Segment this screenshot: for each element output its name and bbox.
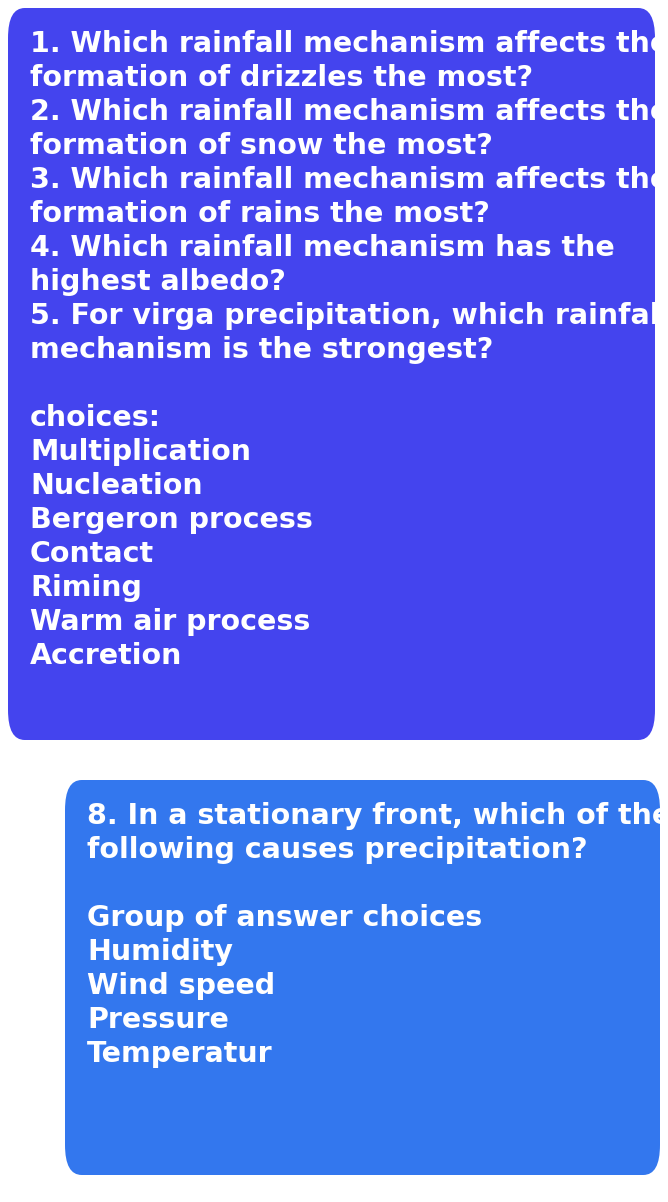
Text: mechanism is the strongest?: mechanism is the strongest? <box>30 337 494 364</box>
Text: Riming: Riming <box>30 575 142 602</box>
Text: 2. Which rainfall mechanism affects the: 2. Which rainfall mechanism affects the <box>30 99 668 126</box>
Text: 4. Which rainfall mechanism has the: 4. Which rainfall mechanism has the <box>30 234 615 262</box>
Text: Nucleation: Nucleation <box>30 472 202 500</box>
Text: highest albedo?: highest albedo? <box>30 268 286 296</box>
Text: Temperatur: Temperatur <box>87 1040 273 1069</box>
FancyBboxPatch shape <box>65 780 660 1176</box>
FancyBboxPatch shape <box>8 8 655 740</box>
Text: formation of rains the most?: formation of rains the most? <box>30 200 490 228</box>
Text: Contact: Contact <box>30 540 154 569</box>
Text: Warm air process: Warm air process <box>30 608 311 636</box>
Text: Accretion: Accretion <box>30 642 182 670</box>
Text: Pressure: Pressure <box>87 1006 229 1034</box>
Text: Wind speed: Wind speed <box>87 972 275 1000</box>
Text: 1. Which rainfall mechanism affects the: 1. Which rainfall mechanism affects the <box>30 30 668 58</box>
Text: 3. Which rainfall mechanism affects the: 3. Which rainfall mechanism affects the <box>30 166 668 194</box>
Text: 8. In a stationary front, which of the: 8. In a stationary front, which of the <box>87 802 668 831</box>
Text: choices:: choices: <box>30 404 161 432</box>
Text: formation of snow the most?: formation of snow the most? <box>30 132 493 160</box>
Text: formation of drizzles the most?: formation of drizzles the most? <box>30 64 533 93</box>
Text: Humidity: Humidity <box>87 938 233 966</box>
Text: 5. For virga precipitation, which rainfall: 5. For virga precipitation, which rainfa… <box>30 302 668 331</box>
Text: Bergeron process: Bergeron process <box>30 506 313 534</box>
Text: Multiplication: Multiplication <box>30 438 251 466</box>
Text: Group of answer choices: Group of answer choices <box>87 904 482 932</box>
Text: following causes precipitation?: following causes precipitation? <box>87 837 588 864</box>
